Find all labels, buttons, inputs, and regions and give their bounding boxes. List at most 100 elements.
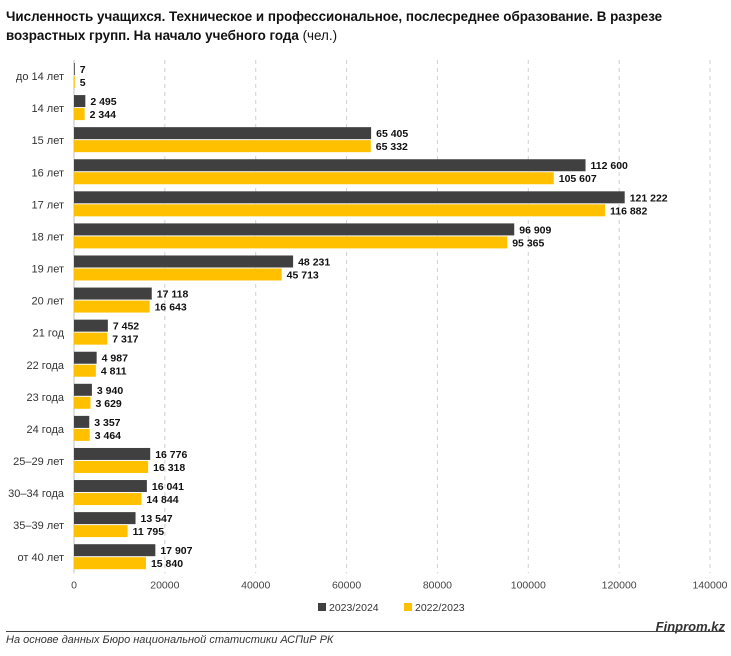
- x-tick-label: 140000: [692, 579, 727, 591]
- bar-series-2: [74, 172, 554, 185]
- bar-series-1: [74, 480, 147, 493]
- bar-series-1: [74, 512, 136, 525]
- data-label: 7 317: [112, 334, 138, 346]
- category-label: 25–29 лет: [13, 456, 64, 468]
- data-label: 16 643: [155, 302, 187, 314]
- data-label: 7 452: [113, 321, 139, 333]
- data-label: 7: [80, 64, 86, 76]
- x-tick-label: 100000: [511, 579, 546, 591]
- data-label: 14 844: [146, 494, 178, 506]
- chart-title-unit: (чел.): [302, 28, 338, 43]
- category-label: 18 лет: [31, 231, 64, 243]
- data-label: 5: [80, 77, 86, 89]
- category-label: 30–34 года: [8, 488, 65, 500]
- footer-divider: [6, 631, 725, 632]
- category-label: до 14 лет: [16, 71, 64, 83]
- category-label: 23 года: [27, 392, 65, 404]
- data-label: 65 405: [376, 128, 408, 140]
- bar-series-2: [74, 332, 108, 345]
- bar-series-1: [74, 255, 294, 268]
- legend-label: 2022/2023: [415, 602, 465, 614]
- data-label: 65 332: [376, 141, 408, 153]
- chart-title-text: Численность учащихся. Техническое и проф…: [6, 9, 663, 43]
- data-label: 16 318: [153, 462, 185, 474]
- bars: [74, 63, 625, 570]
- data-label: 95 365: [512, 237, 544, 249]
- data-label: 2 495: [90, 96, 116, 108]
- bar-series-2: [74, 76, 75, 88]
- data-label: 116 882: [610, 205, 648, 217]
- category-label: 24 года: [27, 424, 65, 436]
- bar-series-1: [74, 223, 515, 236]
- data-label: 2 344: [90, 109, 116, 121]
- bar-series-1: [74, 544, 156, 557]
- category-label: 17 лет: [31, 199, 64, 211]
- bar-series-1: [74, 159, 586, 172]
- bar-series-2: [74, 236, 508, 249]
- category-label: 22 года: [27, 360, 65, 372]
- bar-series-2: [74, 428, 90, 441]
- data-label: 121 222: [630, 192, 668, 204]
- data-label: 16 041: [152, 481, 184, 493]
- category-label: от 40 лет: [18, 552, 64, 564]
- bar-series-1: [74, 383, 92, 396]
- category-label: 35–39 лет: [13, 520, 64, 532]
- data-label: 16 776: [155, 449, 187, 461]
- bar-series-1: [74, 191, 625, 204]
- data-label: 105 607: [559, 173, 597, 185]
- data-label: 3 464: [95, 430, 121, 442]
- data-label: 17 118: [157, 289, 189, 301]
- data-label: 4 811: [101, 366, 127, 378]
- bar-series-1: [74, 351, 97, 364]
- source-note: На основе данных Бюро национальной стати…: [6, 634, 334, 646]
- bar-series-1: [74, 319, 108, 332]
- data-label: 17 907: [160, 545, 192, 557]
- category-label: 19 лет: [31, 264, 64, 276]
- bar-series-2: [74, 364, 96, 377]
- bar-series-2: [74, 557, 146, 570]
- bar-series-2: [74, 493, 142, 506]
- data-label: 3 940: [97, 385, 123, 397]
- chart-title: Численность учащихся. Техническое и проф…: [6, 7, 726, 45]
- x-axis-ticks: 0 20000 40000 60000 80000 100000 120000 140000: [71, 579, 728, 591]
- category-label: 15 лет: [31, 135, 64, 147]
- category-label: 14 лет: [31, 103, 64, 115]
- x-tick-label: 60000: [332, 579, 361, 591]
- bar-series-2: [74, 140, 371, 153]
- bar-series-1: [74, 127, 372, 140]
- x-tick-label: 20000: [150, 579, 179, 591]
- bar-series-1: [74, 63, 75, 75]
- brand-logo-text: Finprom.kz: [655, 619, 725, 634]
- category-label: 21 год: [33, 328, 65, 340]
- bar-series-2: [74, 396, 91, 409]
- category-label: 20 лет: [31, 296, 64, 308]
- bar-series-2: [74, 108, 85, 121]
- bar-series-2: [74, 204, 605, 217]
- bar-series-2: [74, 300, 150, 313]
- x-tick-label: 120000: [602, 579, 637, 591]
- data-label: 3 357: [94, 417, 120, 429]
- data-label: 96 909: [519, 224, 551, 236]
- data-label: 45 713: [287, 269, 319, 281]
- legend-swatch: [318, 603, 326, 611]
- data-label: 11 795: [133, 526, 165, 538]
- bar-series-2: [74, 460, 149, 473]
- bar-series-1: [74, 287, 152, 300]
- data-label: 112 600: [591, 160, 629, 172]
- category-label: 16 лет: [31, 167, 64, 179]
- data-label: 13 547: [141, 513, 173, 525]
- bar-series-1: [74, 95, 86, 108]
- data-label: 3 629: [95, 398, 121, 410]
- data-label: 48 231: [298, 256, 330, 268]
- bar-series-2: [74, 525, 128, 538]
- x-tick-label: 40000: [241, 579, 270, 591]
- legend-swatch: [404, 603, 412, 611]
- x-tick-label: 80000: [423, 579, 452, 591]
- category-labels: до 14 лет 14 лет 15 лет 16 лет 17 лет 18 лет 1…: [8, 71, 65, 564]
- data-label: 15 840: [151, 558, 183, 570]
- data-label: 4 987: [102, 353, 128, 365]
- bar-series-1: [74, 447, 151, 460]
- legend-label: 2023/2024: [329, 602, 379, 614]
